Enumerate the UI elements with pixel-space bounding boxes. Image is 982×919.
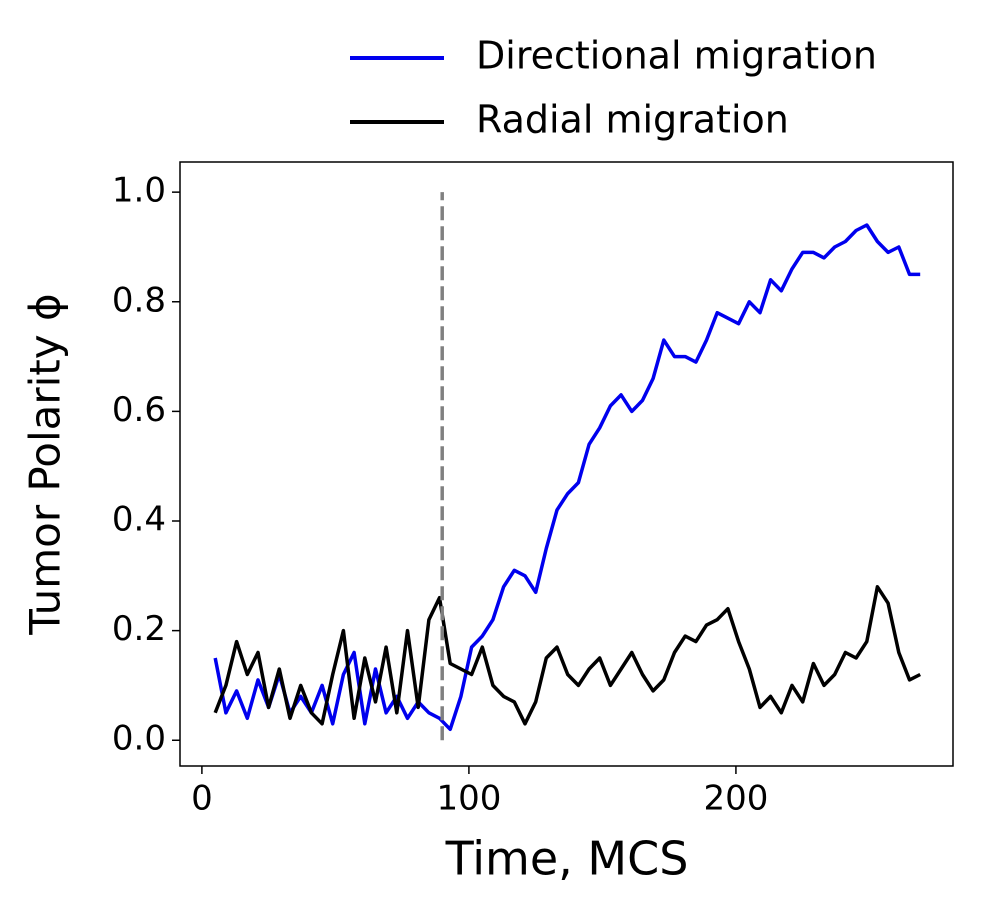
y-tick-label: 0.8: [112, 280, 166, 320]
x-tick-label: 100: [436, 779, 501, 819]
legend-label: Directional migration: [476, 34, 877, 78]
series-line: [213, 223, 921, 732]
y-axis-label: Tumor Polarity ϕ: [21, 293, 70, 635]
series-line: [213, 585, 921, 726]
plot-frame: [179, 161, 954, 767]
x-axis-label: Time, MCS: [445, 832, 689, 886]
y-tick-label: 0.4: [112, 500, 166, 540]
y-tick-label: 0.2: [112, 609, 166, 649]
x-tick-label: 0: [191, 779, 213, 819]
x-tick-label: 200: [703, 779, 768, 819]
y-tick-label: 1.0: [112, 171, 166, 211]
y-tick-label: 0.6: [112, 390, 166, 430]
legend-label: Radial migration: [476, 98, 789, 142]
y-tick-label: 0.0: [112, 719, 166, 759]
